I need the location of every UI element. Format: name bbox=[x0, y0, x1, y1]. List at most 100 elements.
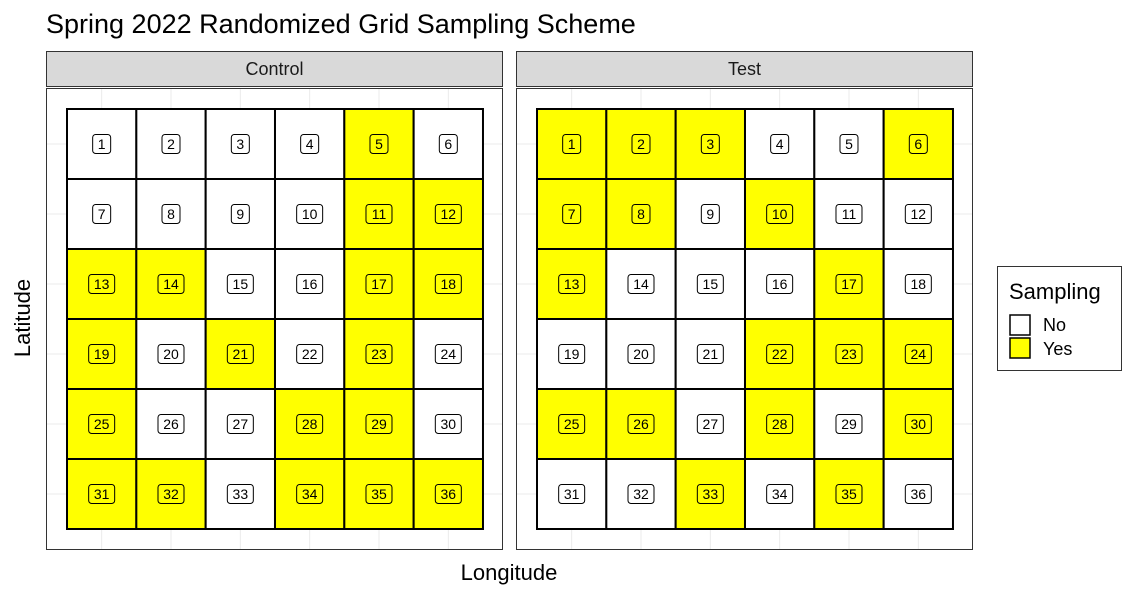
cell-label: 24 bbox=[911, 346, 927, 362]
cell-label: 16 bbox=[302, 276, 318, 292]
cell-label: 33 bbox=[703, 486, 719, 502]
cell-label-box bbox=[627, 414, 655, 434]
cell-label: 20 bbox=[633, 346, 649, 362]
cell-label-box bbox=[766, 484, 794, 504]
cell-label: 35 bbox=[841, 486, 857, 502]
cell-label: 19 bbox=[564, 346, 580, 362]
cell-label-box bbox=[157, 274, 185, 294]
cell-label-box bbox=[157, 484, 185, 504]
cell-label-box bbox=[161, 204, 181, 224]
cell-label-box bbox=[369, 134, 389, 154]
cell-label: 32 bbox=[163, 486, 179, 502]
cell-label: 15 bbox=[233, 276, 249, 292]
cell-label: 14 bbox=[633, 276, 649, 292]
cell-label: 6 bbox=[444, 136, 452, 152]
legend-label-no: No bbox=[1043, 315, 1066, 335]
cell-label: 17 bbox=[371, 276, 387, 292]
cell-label-box bbox=[627, 344, 655, 364]
cell-label-box bbox=[438, 134, 458, 154]
cell-label-box bbox=[434, 484, 462, 504]
cell-label-box bbox=[92, 204, 112, 224]
cell-label: 7 bbox=[98, 206, 106, 222]
cell-label: 25 bbox=[564, 416, 580, 432]
cell-label: 9 bbox=[706, 206, 714, 222]
cell-label-box bbox=[835, 414, 863, 434]
cell-label: 4 bbox=[776, 136, 784, 152]
cell-label-box bbox=[434, 414, 462, 434]
cell-label: 19 bbox=[94, 346, 110, 362]
cell-label: 22 bbox=[302, 346, 318, 362]
cell-label-box bbox=[157, 344, 185, 364]
cell-label: 1 bbox=[568, 136, 576, 152]
cell-label-box bbox=[92, 134, 112, 154]
cell-label-box bbox=[766, 344, 794, 364]
panel-strip bbox=[46, 51, 503, 87]
cell-label: 21 bbox=[233, 346, 249, 362]
cell-label: 12 bbox=[911, 206, 927, 222]
cell-label-box bbox=[230, 204, 250, 224]
cell-label-box bbox=[558, 274, 586, 294]
cell-label: 30 bbox=[441, 416, 457, 432]
cell-label-box bbox=[904, 274, 932, 294]
cell-label: 35 bbox=[371, 486, 387, 502]
cell-label-box bbox=[434, 204, 462, 224]
cell-label-box bbox=[558, 344, 586, 364]
cell-label: 34 bbox=[772, 486, 788, 502]
cell-label: 5 bbox=[845, 136, 853, 152]
cell-label-box bbox=[230, 134, 250, 154]
legend-label-yes: Yes bbox=[1043, 339, 1072, 359]
cell-label-box bbox=[434, 344, 462, 364]
cell-label-box bbox=[766, 204, 794, 224]
cell-label-box bbox=[766, 274, 794, 294]
cell-label-box bbox=[904, 344, 932, 364]
cell-label-box bbox=[365, 274, 393, 294]
cell-label: 24 bbox=[441, 346, 457, 362]
cell-label-box bbox=[365, 204, 393, 224]
cell-label-box bbox=[296, 344, 324, 364]
cell-label: 34 bbox=[302, 486, 318, 502]
cell-label-box bbox=[300, 134, 320, 154]
cell-label-box bbox=[766, 414, 794, 434]
cell-label: 1 bbox=[98, 136, 106, 152]
cell-label-box bbox=[696, 414, 724, 434]
cell-label: 27 bbox=[703, 416, 719, 432]
cell-label: 32 bbox=[633, 486, 649, 502]
cell-label: 11 bbox=[842, 206, 857, 222]
cell-label: 22 bbox=[772, 346, 788, 362]
legend-title: Sampling bbox=[1009, 279, 1101, 304]
panel-strip-label: Test bbox=[728, 59, 761, 79]
cell-label-box bbox=[434, 274, 462, 294]
cell-label: 31 bbox=[564, 486, 580, 502]
cell-label: 13 bbox=[564, 276, 580, 292]
cell-label-box bbox=[226, 414, 254, 434]
cell-label: 26 bbox=[633, 416, 649, 432]
cell-label-box bbox=[161, 134, 181, 154]
cell-label: 18 bbox=[441, 276, 457, 292]
cell-label: 2 bbox=[637, 136, 645, 152]
cell-label-box bbox=[696, 274, 724, 294]
cell-label-box bbox=[296, 414, 324, 434]
chart-title: Spring 2022 Randomized Grid Sampling Sch… bbox=[46, 9, 636, 39]
cell-label: 8 bbox=[167, 206, 175, 222]
cell-label: 15 bbox=[703, 276, 719, 292]
cell-label-box bbox=[296, 274, 324, 294]
cell-label: 3 bbox=[236, 136, 244, 152]
cell-label: 26 bbox=[163, 416, 179, 432]
cell-label: 29 bbox=[371, 416, 387, 432]
cell-label: 36 bbox=[911, 486, 927, 502]
cell-label: 25 bbox=[94, 416, 110, 432]
cell-label-box bbox=[562, 204, 582, 224]
cell-label: 36 bbox=[441, 486, 457, 502]
cell-label-box bbox=[631, 134, 651, 154]
legend-key-no bbox=[1009, 314, 1031, 336]
cell-label: 16 bbox=[772, 276, 788, 292]
cell-label: 31 bbox=[94, 486, 110, 502]
cell-label: 18 bbox=[911, 276, 927, 292]
cell-label-box bbox=[226, 344, 254, 364]
cell-label: 3 bbox=[706, 136, 714, 152]
cell-label-box bbox=[631, 204, 651, 224]
cell-label: 6 bbox=[914, 136, 922, 152]
